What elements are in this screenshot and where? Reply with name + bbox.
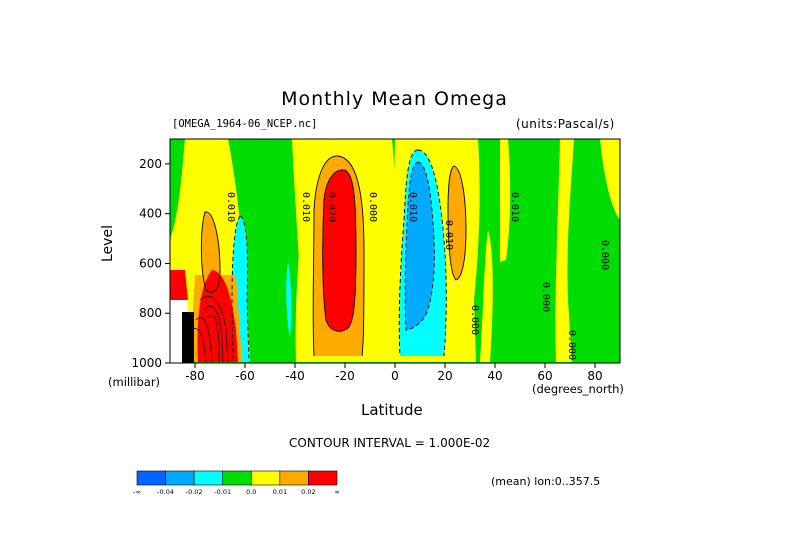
y-axis-units: (millibar) bbox=[108, 375, 161, 389]
colorbar-swatch bbox=[193, 470, 224, 486]
x-tick-label: -20 bbox=[335, 369, 355, 383]
contour-labels: 0.010 0.010 0.020 0.000 0.010 0.010 0.01… bbox=[225, 192, 610, 360]
x-tick-label: 0 bbox=[391, 369, 399, 383]
contour-field bbox=[170, 139, 620, 363]
y-axis: 200 400 600 800 1000 bbox=[131, 157, 170, 370]
x-tick-label: 40 bbox=[487, 369, 502, 383]
colorbar-label: -∞ bbox=[133, 488, 141, 496]
contour-label: 0.000 bbox=[367, 192, 378, 222]
x-tick-label: 60 bbox=[537, 369, 552, 383]
colorbar-swatch bbox=[165, 470, 195, 486]
contour-label: 0.010 bbox=[443, 220, 454, 250]
contour-label: 0.020 bbox=[326, 192, 337, 222]
colorbar-label: ∞ bbox=[334, 488, 339, 496]
colorbar-swatch bbox=[279, 470, 309, 486]
colorbar-swatch bbox=[308, 470, 338, 486]
colorbar-label: -0.01 bbox=[214, 488, 231, 496]
x-tick-label: -40 bbox=[285, 369, 305, 383]
y-tick-label: 200 bbox=[139, 157, 162, 171]
x-tick-label: -80 bbox=[185, 369, 205, 383]
contour-label: 0.010 bbox=[300, 192, 311, 222]
contour-label: 0.010 bbox=[509, 192, 520, 222]
colorbar-label: 0.0 bbox=[246, 488, 256, 496]
contour-lines bbox=[200, 149, 467, 363]
longitude-mean-note: (mean) lon:0..357.5 bbox=[491, 475, 601, 488]
y-tick-label: 400 bbox=[139, 207, 162, 221]
colorbar-label: 0.02 bbox=[301, 488, 315, 496]
x-tick-label: 80 bbox=[587, 369, 602, 383]
contour-interval-note: CONTOUR INTERVAL = 1.000E-02 bbox=[289, 436, 491, 450]
colorbar-swatch bbox=[250, 470, 281, 486]
x-tick-label: 20 bbox=[437, 369, 452, 383]
colorbar-label: 0.01 bbox=[273, 488, 287, 496]
y-tick-label: 800 bbox=[139, 306, 162, 320]
colorbar-label: -0.02 bbox=[186, 488, 203, 496]
units-label: (units:Pascal/s) bbox=[516, 117, 615, 131]
contour-label: 0.000 bbox=[540, 282, 551, 312]
negative-0.02-regions bbox=[405, 162, 435, 330]
x-axis-units: (degrees_north) bbox=[532, 382, 624, 396]
colorbar-swatch bbox=[136, 470, 166, 486]
chart-title: Monthly Mean Omega bbox=[281, 88, 508, 110]
contour-label: 0.000 bbox=[566, 330, 577, 360]
colorbar-swatch bbox=[222, 470, 252, 486]
colorbar-label: -0.04 bbox=[157, 488, 174, 496]
antarctic-dense-contours bbox=[191, 295, 229, 363]
y-tick-label: 600 bbox=[139, 256, 162, 270]
dataset-filename: [OMEGA_1964-06_NCEP.nc] bbox=[172, 118, 318, 130]
contour-label: 0.000 bbox=[469, 305, 480, 335]
y-axis-title: Level bbox=[100, 225, 116, 262]
x-tick-label: -60 bbox=[235, 369, 255, 383]
x-axis: -80 -60 -40 -20 0 20 40 60 80 bbox=[185, 363, 603, 383]
contour-label: 0.010 bbox=[407, 192, 418, 222]
missing-data-block bbox=[170, 300, 194, 363]
contour-label: 0.000 bbox=[599, 240, 610, 270]
y-tick-label: 1000 bbox=[131, 356, 162, 370]
x-axis-title: Latitude bbox=[361, 401, 423, 419]
colorbar: -∞ -0.04 -0.02 -0.01 0.0 0.01 0.02 ∞ bbox=[133, 470, 340, 496]
contour-label: 0.010 bbox=[225, 192, 236, 222]
